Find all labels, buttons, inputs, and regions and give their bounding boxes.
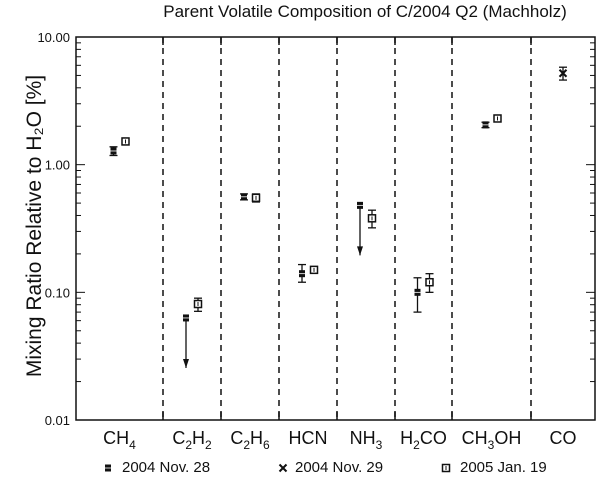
y-tick-label: 0.10 [45, 285, 70, 300]
category-label: NH3 [350, 428, 383, 452]
legend-marker-icon [278, 463, 288, 473]
category-label: HCN [289, 428, 328, 448]
category-label: CO [550, 428, 577, 448]
category-label: CH3OH [462, 428, 522, 452]
data-point-marker [558, 69, 568, 78]
plot-frame [75, 36, 596, 421]
arrow-head-icon [183, 358, 189, 368]
y-tick-label: 1.00 [45, 158, 70, 173]
y-tick-label: 0.01 [45, 413, 70, 428]
legend-label-nov28: 2004 Nov. 28 [122, 459, 211, 476]
y-tick-label: 10.00 [37, 30, 70, 45]
category-label: CH4 [103, 428, 136, 452]
category-label: C2H2 [172, 428, 212, 452]
category-label: C2H6 [230, 428, 270, 452]
arrow-head-icon [357, 246, 363, 256]
chart-title: Parent Volatile Composition of C/2004 Q2… [163, 2, 567, 21]
category-label: H2CO [400, 428, 447, 452]
legend-label-nov29: 2004 Nov. 29 [295, 459, 384, 476]
legend-label-jan19: 2005 Jan. 19 [460, 459, 547, 476]
